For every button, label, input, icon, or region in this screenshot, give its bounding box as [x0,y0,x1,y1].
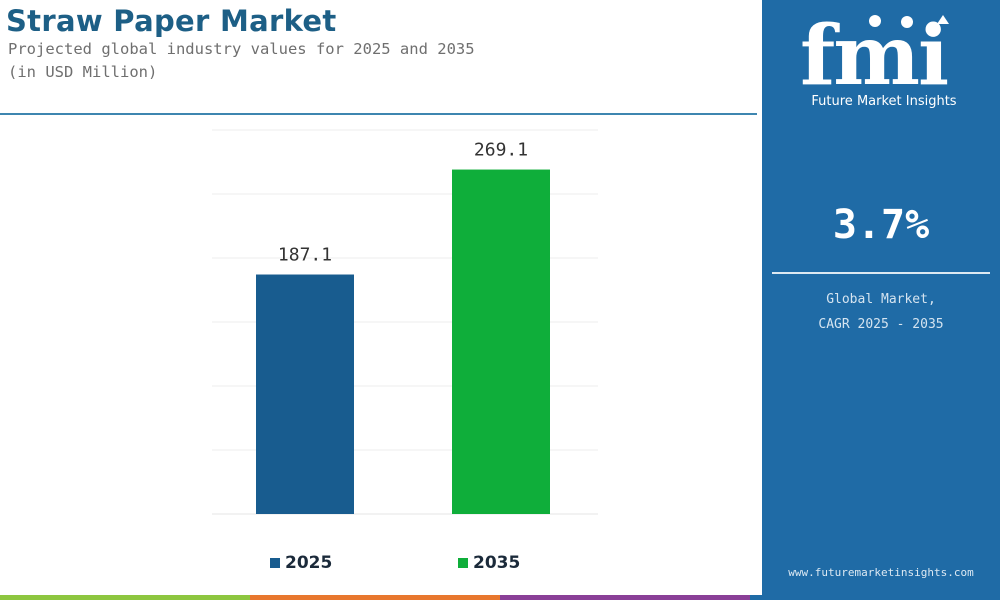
svg-text:fmi: fmi [800,14,948,94]
legend-item-2035: 2035 [458,553,520,573]
legend-label-2025: 2025 [285,553,333,573]
subtitle-line-2: (in USD Million) [8,63,158,81]
bar-2035 [452,169,550,514]
cagr-value: 3.7% [832,202,930,248]
logo-head-icon [901,16,913,28]
legend-item-2025: 2025 [270,553,332,573]
data-label-2025: 187.1 [278,245,332,266]
side-panel: fmi Future Market Insights 3.7% Global M… [762,0,1000,600]
page-title: Straw Paper Market [6,4,337,38]
cagr-label-line-1: Global Market, [826,292,936,307]
website-link[interactable]: www.futuremarketinsights.com [788,566,974,579]
panel-divider [772,272,990,274]
cagr-label-line-2: CAGR 2025 - 2035 [818,317,944,332]
strip-segment [500,595,750,600]
bar-chart: 187.1 269.1 [212,129,598,515]
bottom-color-strip [0,595,1000,600]
logo-globe-icon [869,15,881,27]
legend-swatch-2035 [458,558,468,568]
header-divider [0,113,757,115]
strip-segment [250,595,500,600]
fmi-logo: fmi [800,14,950,94]
strip-segment [750,595,1000,600]
data-label-2035: 269.1 [474,140,528,161]
strip-segment [0,595,250,600]
bar-2025 [256,274,354,514]
legend-label-2035: 2035 [473,553,521,573]
logo-person-icon [937,15,949,24]
logo-subtitle: Future Market Insights [811,94,957,109]
subtitle-line-1: Projected global industry values for 202… [8,40,475,58]
legend-swatch-2025 [270,558,280,568]
